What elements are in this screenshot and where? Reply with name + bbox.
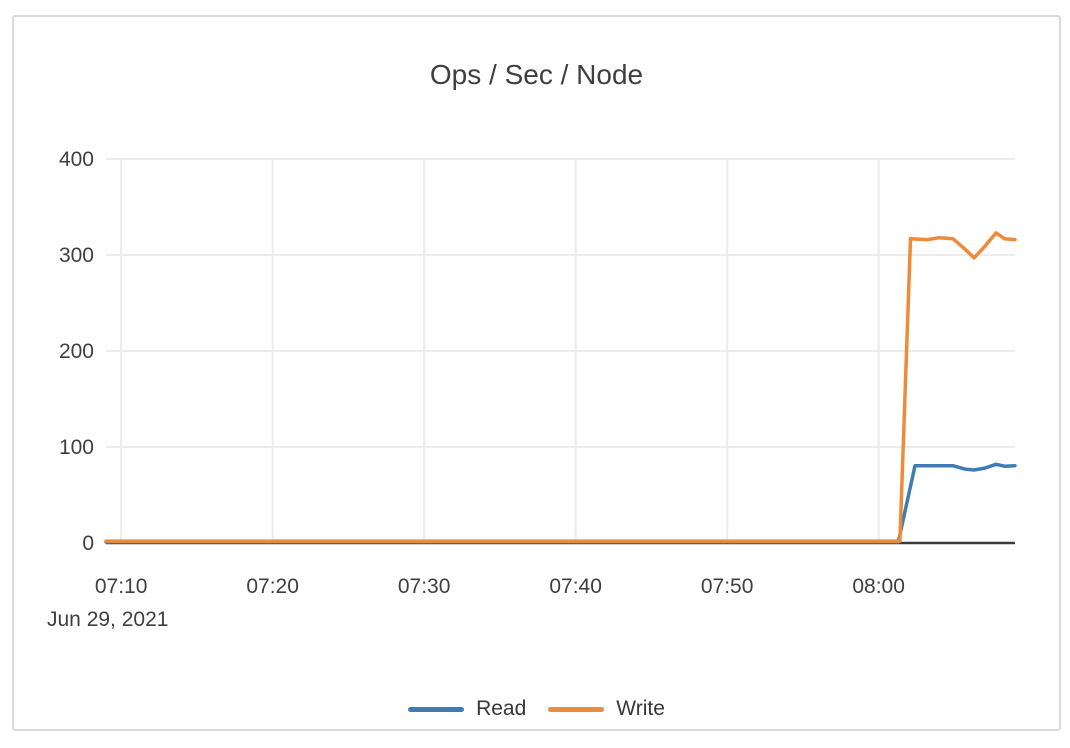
chart-card: Ops / Sec / Node 0 100 200 300 400 07:10 07:20…	[12, 15, 1061, 731]
legend-item-read[interactable]: Read	[408, 695, 526, 723]
legend-swatch-write	[548, 706, 605, 712]
series-line-read	[104, 462, 1017, 544]
y-tick-label-400: 400	[59, 148, 94, 171]
chart-legend: Read Write	[14, 695, 1059, 723]
x-tick-label-0740: 07:40	[549, 575, 602, 598]
y-tick-label-0: 0	[82, 532, 94, 555]
legend-swatch-read	[408, 706, 465, 712]
chart-title: Ops / Sec / Node	[429, 59, 644, 90]
line-chart-plot: 0 100 200 300 400 07:10 07:20 07:30 07:40 07:50 08…	[47, 148, 1017, 631]
x-tick-label-0710: 07:10	[95, 575, 148, 598]
x-tick-label-0730: 07:30	[398, 575, 451, 598]
x-tick-label-0750: 07:50	[701, 575, 754, 598]
x-tick-label-0720: 07:20	[246, 575, 299, 598]
y-tick-label-300: 300	[59, 244, 94, 267]
series-line-write	[104, 231, 1017, 543]
legend-item-write[interactable]: Write	[548, 695, 665, 723]
y-tick-label-200: 200	[59, 340, 94, 363]
legend-label-write: Write	[616, 697, 665, 720]
x-axis-date-label: Jun 29, 2021	[47, 608, 168, 631]
x-tick-label-0800: 08:00	[852, 575, 905, 598]
legend-label-read: Read	[476, 697, 527, 720]
y-tick-label-100: 100	[59, 436, 94, 459]
